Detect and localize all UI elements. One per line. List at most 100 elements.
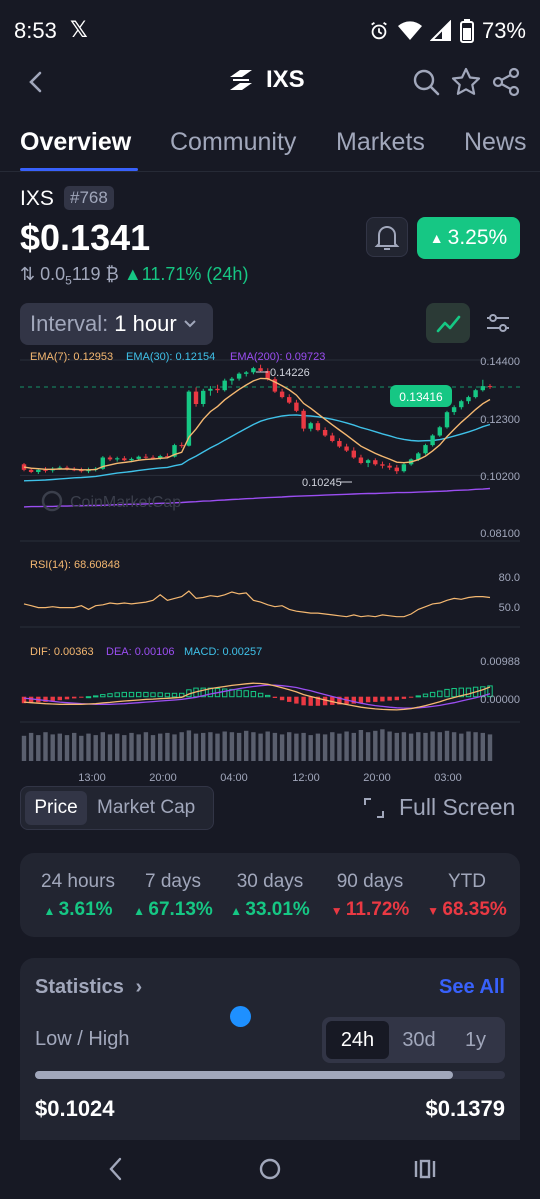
- back-arrow-icon[interactable]: [18, 64, 54, 100]
- sliders-icon: [487, 314, 509, 332]
- macd-histogram-bar: [79, 696, 84, 698]
- macd-histogram-bar: [250, 691, 257, 698]
- tab-community[interactable]: Community: [170, 128, 297, 156]
- time-tick-3: 12:00: [292, 772, 320, 784]
- range-24h[interactable]: 24h: [326, 1021, 389, 1059]
- full-screen-label: Full Screen: [399, 794, 516, 820]
- candle-body: [287, 397, 292, 403]
- macd-histogram-bar: [287, 696, 292, 702]
- volume-bar: [115, 733, 120, 761]
- macd-histogram-bar: [114, 692, 120, 698]
- rsi-label: RSI(14): 68.60848: [30, 559, 120, 571]
- macd-histogram-bar: [337, 696, 342, 705]
- tab-news[interactable]: News: [464, 128, 527, 156]
- candle-body: [201, 390, 206, 404]
- macd-histogram-bar: [143, 691, 149, 698]
- volume-bar: [444, 730, 450, 761]
- macd-histogram-bar: [93, 695, 99, 698]
- search-icon[interactable]: [410, 66, 442, 98]
- caret-up-icon: ▲: [43, 904, 59, 918]
- candle-body: [143, 456, 149, 458]
- statistics-card: Statistics › See All Low / High 24h 30d …: [20, 958, 520, 1148]
- chart-low-label: 0.10245: [302, 477, 342, 489]
- volume-bar: [251, 732, 256, 761]
- volume-bar: [215, 733, 220, 761]
- macd-histogram-bar: [121, 691, 127, 698]
- candle-body: [272, 379, 278, 392]
- market-cap-toggle-button[interactable]: Market Cap: [97, 797, 196, 818]
- perf-value: ▼ 68.35%: [427, 899, 507, 920]
- candle-body: [258, 368, 263, 371]
- perf-value: ▼ 11.72%: [330, 899, 410, 920]
- nav-back-icon[interactable]: [104, 1156, 128, 1182]
- full-screen-button[interactable]: Full Screen: [363, 794, 515, 821]
- candle-body: [401, 464, 407, 472]
- volume-bar: [222, 731, 227, 761]
- volume-bar: [186, 730, 192, 761]
- macd-histogram-bar: [200, 687, 206, 698]
- price-tick-1: 0.12300: [480, 414, 520, 426]
- volume-bar: [272, 732, 278, 761]
- touch-indicator: [230, 1006, 251, 1027]
- candle-body: [337, 441, 342, 447]
- status-icons: 73%: [368, 18, 526, 44]
- volume-bar: [315, 733, 321, 761]
- interval-label: Interval:: [30, 311, 109, 336]
- volume-bar: [344, 731, 349, 761]
- range-30d[interactable]: 30d: [402, 1028, 436, 1051]
- volume-bar: [36, 735, 41, 761]
- price-alert-button[interactable]: [366, 217, 408, 257]
- candle-body: [351, 450, 356, 458]
- macd-histogram-bar: [315, 696, 321, 706]
- volume-bar: [129, 732, 134, 761]
- volume-bar: [64, 735, 70, 761]
- macd-histogram-bar: [128, 691, 135, 698]
- price-chart[interactable]: CoinMarketCap EMA(7): 0.12953 EMA(30): 0…: [0, 345, 540, 785]
- candle-body: [322, 430, 328, 436]
- macd-histogram-bar: [57, 696, 62, 701]
- chart-settings-button[interactable]: [478, 303, 518, 343]
- dif-line: [23, 682, 491, 711]
- interval-selector[interactable]: Interval: 1 hour: [20, 303, 213, 345]
- macd-histogram-bar: [322, 696, 328, 706]
- candle-body: [158, 456, 163, 459]
- candle-body: [380, 464, 385, 466]
- macd-histogram-bar: [150, 692, 156, 698]
- expand-icon: [364, 797, 384, 818]
- price-tick-0: 0.14400: [480, 356, 520, 368]
- candle-body: [215, 388, 220, 391]
- range-1y[interactable]: 1y: [464, 1028, 487, 1051]
- system-nav-bar: [0, 1140, 540, 1199]
- macd-histogram-bar: [358, 696, 364, 704]
- candle-body: [100, 457, 105, 469]
- nav-home-icon[interactable]: [257, 1156, 283, 1182]
- candle-body: [430, 435, 435, 446]
- caret-up-icon: ▲: [133, 904, 149, 918]
- tab-overview[interactable]: Overview: [20, 128, 132, 156]
- volume-bar: [136, 734, 141, 761]
- volume-bar: [437, 732, 442, 761]
- caret-down-icon: ▼: [427, 904, 443, 918]
- candle-body: [129, 458, 134, 461]
- price-toggle-button[interactable]: Price: [25, 791, 87, 825]
- price-change-24h: 3.25%: [447, 226, 508, 249]
- nav-recents-icon[interactable]: [412, 1156, 438, 1182]
- volume-bar: [451, 732, 457, 761]
- time-tick-4: 20:00: [363, 772, 391, 784]
- see-all-link[interactable]: See All: [439, 976, 505, 998]
- macd-histogram-bar: [43, 696, 48, 702]
- statistics-header[interactable]: Statistics ›: [35, 976, 142, 999]
- macd-histogram-bar: [164, 692, 171, 698]
- star-icon[interactable]: [450, 66, 482, 98]
- low-high-range-bar: [35, 1071, 505, 1079]
- candle-body: [473, 390, 478, 398]
- share-icon[interactable]: [490, 66, 522, 98]
- volume-bar: [158, 733, 163, 761]
- tab-markets[interactable]: Markets: [336, 128, 425, 156]
- candle-body: [387, 465, 392, 468]
- macd-histogram-bar: [415, 695, 422, 698]
- volume-bar: [351, 732, 356, 761]
- line-chart-toggle[interactable]: [426, 303, 470, 343]
- ema30-line: [23, 414, 491, 482]
- current-price-tag: [390, 385, 452, 407]
